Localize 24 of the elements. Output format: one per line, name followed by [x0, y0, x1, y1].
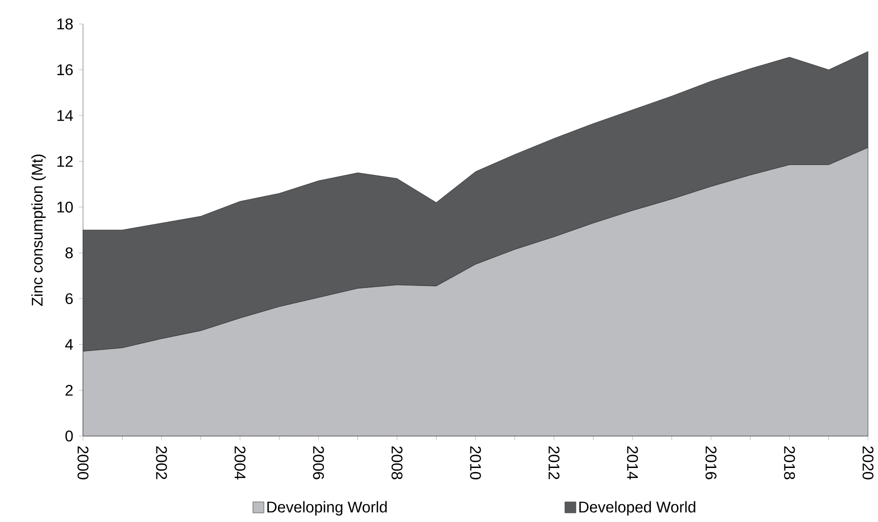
legend-label: Developing World: [267, 501, 387, 516]
x-tick-label: 2006: [313, 446, 324, 480]
y-tick-label: 14: [57, 110, 73, 121]
x-tick-label: 2000: [78, 446, 88, 480]
y-tick-label: 16: [57, 64, 73, 76]
legend-label: Developed World: [579, 501, 696, 516]
x-tick-label: 2002: [156, 446, 167, 480]
y-tick-label: 12: [57, 156, 73, 167]
x-tick-label: 2012: [548, 446, 560, 480]
y-tick-label: 4: [65, 339, 73, 350]
y-tick-label: 2: [66, 384, 73, 396]
x-tick-label: 2020: [862, 446, 874, 480]
x-tick-label: 2018: [784, 446, 795, 480]
y-tick-label: 18: [57, 18, 73, 30]
y-tick-label: 8: [66, 247, 73, 258]
x-tick-label: 2010: [470, 446, 481, 480]
y-tick-label: 10: [57, 202, 73, 213]
y-tick-label: 0: [65, 430, 73, 442]
x-tick-label: 2004: [234, 446, 246, 480]
y-axis-title: Zinc consumption (Mt): [31, 154, 46, 306]
y-tick-label: 6: [66, 293, 73, 304]
x-tick-label: 2016: [706, 446, 716, 480]
x-tick-label: 2008: [392, 446, 402, 480]
x-tick-label: 2014: [627, 446, 638, 480]
